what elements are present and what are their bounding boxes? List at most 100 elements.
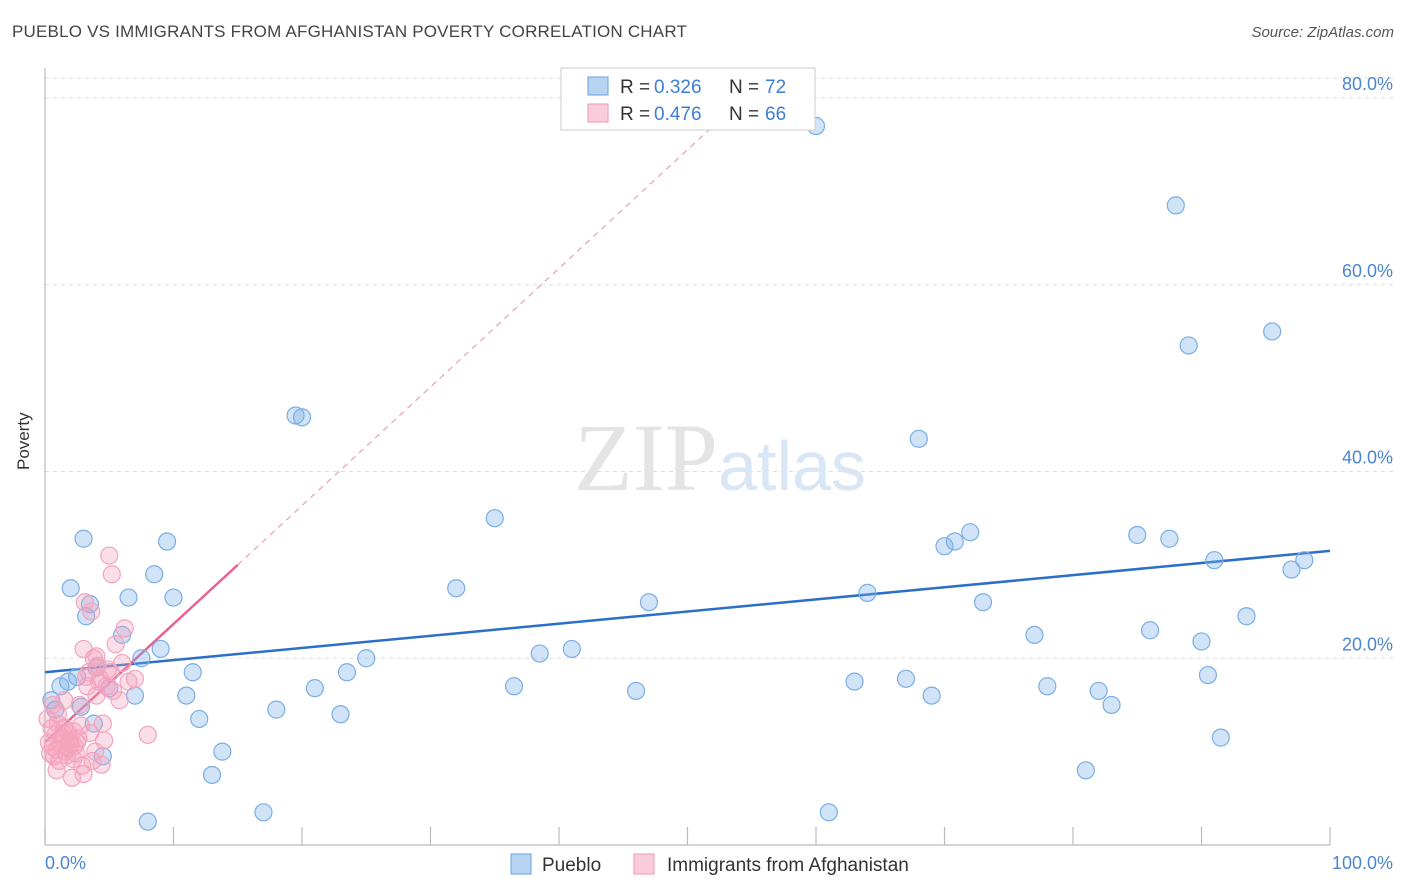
afghanistan-point	[75, 593, 94, 612]
legend-r-label: R =	[620, 104, 650, 125]
pueblo-point	[61, 579, 80, 598]
y-axis-label: Poverty	[14, 412, 33, 470]
pueblo-point	[1128, 525, 1147, 545]
pueblo-point	[530, 644, 549, 663]
pueblo-trend-line	[44, 549, 1331, 674]
legend-n-label: N =	[729, 77, 759, 98]
afghanistan-point	[74, 764, 93, 784]
afghanistan-point	[92, 755, 111, 774]
afghanistan-point	[43, 695, 62, 715]
legend-swatch	[587, 103, 609, 123]
pueblo-point	[504, 677, 524, 696]
pueblo-point	[337, 663, 357, 682]
afghanistan-point	[110, 691, 129, 710]
pueblo-point	[1211, 728, 1230, 747]
pueblo-point	[1205, 551, 1224, 570]
bottom-legend-swatch	[633, 853, 655, 875]
x-tick-label: 100.0%	[1332, 853, 1393, 873]
pueblo-point	[1160, 529, 1179, 548]
pueblo-point	[151, 639, 170, 659]
afghanistan-point	[59, 723, 78, 743]
pueblo-point	[1025, 625, 1044, 645]
pueblo-point	[961, 523, 980, 542]
pueblo-point	[286, 406, 305, 425]
pueblo-point	[331, 705, 350, 724]
y-tick-label: 60.0%	[1342, 261, 1393, 281]
pueblo-point	[1102, 695, 1121, 715]
bottom-legend-label: Pueblo	[542, 855, 601, 876]
afghanistan-point	[112, 653, 132, 673]
chart-title: PUEBLO VS IMMIGRANTS FROM AFGHANISTAN PO…	[12, 22, 688, 41]
pueblo-point	[1140, 621, 1160, 640]
pueblo-point	[858, 583, 877, 602]
pueblo-point	[909, 429, 928, 448]
pueblo-point	[254, 803, 273, 822]
pueblo-point	[1089, 681, 1108, 701]
legend-swatch	[587, 76, 609, 96]
pueblo-point	[1295, 551, 1314, 570]
legend-r-label: R =	[620, 77, 650, 98]
bottom-legend-label: Immigrants from Afghanistan	[667, 855, 909, 876]
watermark-atlas: atlas	[718, 427, 866, 505]
pueblo-point	[922, 686, 941, 705]
pueblo-point	[1192, 632, 1211, 651]
pueblo-point	[1179, 336, 1198, 355]
watermark: ZIPatlas	[574, 404, 866, 511]
pueblo-point	[292, 408, 312, 427]
afghanistan-point	[79, 663, 98, 682]
pueblo-point	[973, 593, 993, 612]
pueblo-point	[485, 509, 504, 528]
pueblo-point	[819, 803, 838, 822]
afghanistan-point	[102, 565, 121, 584]
pueblo-point	[138, 812, 157, 831]
afghanistan-point	[93, 714, 112, 733]
pueblo-point	[183, 663, 202, 682]
pueblo-point	[74, 529, 93, 548]
afghanistan-point	[47, 761, 66, 780]
pueblo-point	[639, 593, 659, 612]
pueblo-point	[145, 565, 164, 584]
afghanistan-point	[95, 731, 114, 750]
pueblo-point	[157, 532, 177, 551]
afghanistan-point	[115, 619, 134, 638]
afghanistan-point	[64, 749, 83, 769]
afghanistan-point	[106, 635, 125, 654]
legend-n-label: N =	[729, 104, 759, 125]
legend-r-value: 0.326	[654, 77, 702, 98]
pueblo-point	[447, 579, 466, 598]
legend-r-value: 0.476	[654, 104, 702, 125]
afghanistan-point	[100, 546, 119, 565]
afghanistan-point	[87, 647, 106, 666]
source-label: Source: ZipAtlas.com	[1251, 24, 1394, 41]
afghanistan-point	[138, 725, 157, 744]
legend-n-value: 72	[765, 77, 786, 98]
pueblo-point	[935, 537, 954, 556]
bottom-legend-swatch	[510, 853, 532, 875]
afghanistan-point	[125, 669, 145, 688]
y-tick-label: 20.0%	[1342, 634, 1393, 654]
afghanistan-point	[91, 669, 110, 688]
pueblo-point	[177, 686, 196, 705]
afghanistan-point	[104, 681, 123, 701]
pueblo-point	[845, 672, 864, 691]
pueblo-point	[626, 681, 646, 701]
pueblo-point	[1237, 607, 1256, 626]
pueblo-point	[267, 700, 286, 719]
afghanistan-point	[62, 768, 82, 787]
afghanistan-point	[38, 709, 57, 729]
legend-n-value: 66	[765, 104, 786, 125]
afghanistan-point	[82, 602, 101, 621]
pueblo-point	[202, 765, 222, 785]
pueblo-point	[164, 588, 183, 607]
pueblo-point	[119, 588, 138, 607]
watermark-zip: ZIP	[574, 404, 718, 511]
pueblo-point	[213, 742, 232, 761]
pueblo-point	[945, 532, 964, 551]
afghanistan-point	[80, 723, 100, 743]
pueblo-point	[190, 709, 209, 729]
pueblo-point	[1263, 322, 1282, 341]
x-tick-label: 0.0%	[45, 853, 86, 873]
pueblo-point	[1198, 665, 1218, 685]
y-tick-label: 40.0%	[1342, 448, 1393, 468]
